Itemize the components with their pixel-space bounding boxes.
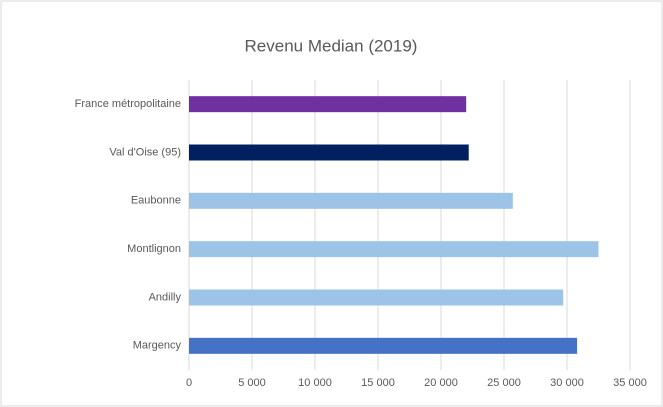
x-tick-label: 15 000: [361, 377, 395, 389]
x-tick-label: 0: [186, 377, 192, 389]
y-tick-label: Val d'Oise (95): [109, 146, 181, 158]
x-tick-label: 25 000: [487, 377, 521, 389]
bar: [189, 289, 564, 306]
bar: [189, 192, 513, 209]
bar: [189, 337, 578, 354]
bar: [189, 96, 467, 113]
y-tick-label: Eaubonne: [131, 195, 181, 207]
x-tick-label: 35 000: [613, 377, 647, 389]
y-tick-label: Margency: [133, 340, 182, 352]
x-tick-label: 10 000: [298, 377, 332, 389]
x-tick-label: 20 000: [424, 377, 458, 389]
x-tick-label: 30 000: [550, 377, 584, 389]
y-tick-label: Andilly: [149, 291, 182, 303]
y-tick-label: Montlignon: [127, 243, 181, 255]
bar: [189, 144, 469, 161]
chart-title: Revenu Median (2019): [245, 36, 418, 55]
x-tick-label: 5 000: [238, 377, 266, 389]
y-tick-label: France métropolitaine: [75, 98, 181, 110]
bar: [189, 241, 599, 258]
